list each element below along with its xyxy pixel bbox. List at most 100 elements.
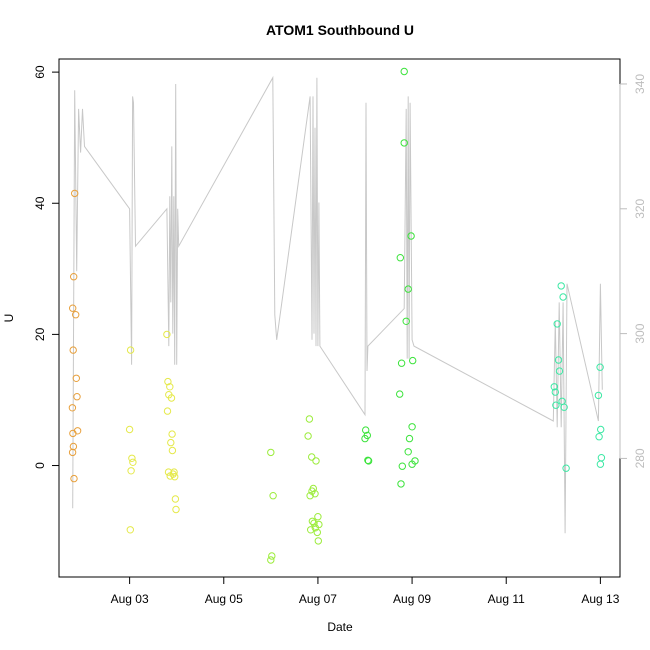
x-tick-label-4: Aug 11	[488, 592, 525, 606]
y-tick-label-1: 20	[33, 327, 47, 341]
data-point-s1-11	[163, 407, 172, 415]
data-point-s4-11	[596, 363, 604, 371]
data-point-s3-13	[408, 460, 416, 468]
data-point-s0-6	[73, 393, 81, 401]
series-layer	[68, 67, 606, 564]
data-point-s1-10	[167, 394, 176, 402]
data-point-s4-1	[559, 293, 567, 301]
data-point-s4-0	[557, 282, 565, 290]
data-point-s3-15	[397, 480, 405, 488]
data-point-s3-19	[364, 456, 372, 464]
data-point-s3-18	[363, 431, 371, 440]
data-point-s3-5	[402, 317, 410, 325]
data-point-s2-6	[308, 453, 316, 461]
y2-tick-label-3: 340	[633, 74, 647, 94]
data-point-s2-5	[304, 432, 312, 440]
data-point-s3-11	[404, 448, 412, 456]
data-point-s2-14	[310, 519, 318, 527]
data-point-s1-18	[171, 473, 179, 481]
data-point-s0-11	[68, 448, 77, 457]
data-point-s4-9	[560, 403, 568, 411]
data-point-s2-7	[312, 457, 320, 465]
plot-frame	[58, 58, 621, 578]
data-point-s0-1	[70, 273, 78, 281]
data-point-s2-16	[311, 524, 319, 532]
data-point-s3-2	[407, 232, 415, 240]
y2-tick-label-1: 300	[633, 323, 647, 343]
data-point-s2-10	[311, 490, 319, 498]
y-tick-label-0: 0	[33, 462, 47, 469]
data-point-s3-9	[408, 423, 416, 431]
data-point-s1-0	[126, 346, 135, 354]
data-point-s0-7	[68, 404, 77, 412]
data-point-s4-6	[551, 388, 559, 396]
y2-tick-label-0: 280	[633, 448, 647, 468]
data-point-s1-7	[164, 377, 172, 386]
data-point-s3-7	[397, 359, 406, 367]
data-point-s0-9	[69, 429, 77, 438]
data-point-s1-5	[126, 526, 135, 534]
data-point-s1-14	[168, 446, 177, 455]
data-point-s2-12	[314, 513, 322, 521]
data-point-s2-2	[268, 552, 276, 560]
data-point-s0-4	[69, 346, 77, 354]
data-point-s2-17	[307, 526, 315, 534]
data-point-s2-3	[267, 556, 275, 564]
y-tick-label-3: 60	[33, 65, 47, 79]
chart-title: ATOM1 Southbound U	[266, 22, 414, 38]
data-point-s4-15	[597, 454, 606, 462]
data-point-s2-19	[314, 537, 322, 545]
x-tick-label-0: Aug 03	[111, 592, 149, 606]
y-axis-right: 280 300 320 340	[619, 74, 647, 468]
y2-tick-label-2: 320	[633, 198, 647, 218]
data-point-s0-0	[71, 189, 79, 198]
data-point-s3-14	[398, 462, 406, 470]
data-point-s4-14	[595, 433, 603, 441]
data-point-s1-20	[171, 495, 180, 503]
x-tick-label-1: Aug 05	[205, 592, 243, 606]
data-point-s4-4	[555, 367, 564, 375]
y-axis-left: 0 20 40 60	[33, 65, 60, 469]
data-point-s4-10	[562, 464, 570, 472]
data-point-s1-4	[127, 467, 135, 475]
data-point-s0-5	[72, 374, 81, 382]
data-point-s0-3	[72, 311, 80, 319]
data-point-s3-4	[404, 285, 412, 293]
data-point-s1-1	[125, 425, 134, 434]
data-point-s3-3	[396, 254, 404, 262]
x-tick-label-5: Aug 13	[581, 592, 619, 606]
x-axis-label: Date	[327, 620, 353, 634]
data-point-s1-13	[167, 438, 175, 447]
data-point-s1-3	[129, 458, 137, 466]
y-axis-label: U	[2, 314, 16, 323]
data-point-s3-1	[400, 139, 408, 147]
data-point-s4-5	[550, 383, 558, 391]
data-point-s4-12	[594, 391, 603, 400]
y-tick-label-2: 40	[33, 196, 47, 210]
data-point-s1-19	[170, 468, 178, 476]
data-point-s3-0	[400, 67, 408, 76]
data-point-s3-16	[362, 426, 370, 434]
data-point-s3-8	[396, 390, 404, 398]
data-point-s4-3	[554, 356, 563, 364]
data-point-s4-13	[597, 425, 605, 434]
x-tick-label-3: Aug 09	[393, 592, 431, 606]
data-point-s2-0	[267, 448, 275, 457]
data-point-s4-2	[553, 320, 561, 328]
data-point-s2-4	[305, 415, 314, 423]
data-point-s2-1	[269, 492, 277, 500]
data-point-s3-20	[364, 457, 373, 465]
data-point-s0-12	[70, 474, 78, 483]
data-point-s4-8	[552, 401, 560, 409]
x-tick-label-2: Aug 07	[299, 592, 337, 606]
data-point-s1-15	[164, 468, 173, 476]
data-point-s1-6	[163, 330, 171, 339]
data-point-s3-6	[409, 356, 417, 365]
x-axis: Aug 03 Aug 05 Aug 07 Aug 09 Aug 11 Aug 13	[111, 576, 620, 606]
data-point-s2-13	[308, 517, 317, 525]
data-point-s2-11	[306, 492, 314, 500]
data-point-s4-16	[596, 460, 605, 468]
data-point-s2-18	[313, 528, 321, 537]
data-point-s1-8	[166, 383, 174, 391]
